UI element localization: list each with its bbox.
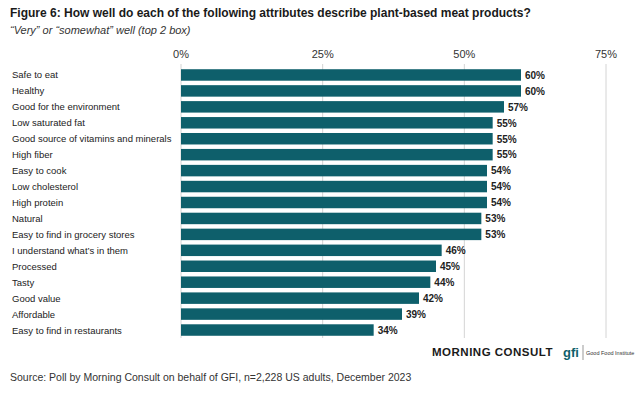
category-label: Easy to find in restaurants: [12, 325, 122, 336]
logo-text: gfi: [563, 345, 579, 360]
category-label: Low cholesterol: [12, 181, 78, 192]
data-label: 57%: [508, 102, 528, 113]
data-label: 55%: [497, 134, 517, 145]
data-label: 55%: [497, 118, 517, 129]
bars: [181, 69, 521, 336]
bar: [181, 213, 481, 224]
data-label: 54%: [491, 165, 511, 176]
data-label: 34%: [378, 325, 398, 336]
category-label: Safe to eat: [12, 69, 58, 80]
bar: [181, 149, 493, 160]
category-label: Processed: [12, 261, 57, 272]
category-label: Good value: [12, 293, 61, 304]
data-label: 42%: [423, 293, 443, 304]
data-label: 53%: [485, 229, 505, 240]
category-label: Good for the environment: [12, 101, 120, 112]
data-label: 60%: [525, 70, 545, 81]
title: Figure 6: How well do each of the follow…: [10, 6, 531, 20]
category-label: Affordable: [12, 309, 55, 320]
bar: [181, 181, 487, 192]
bar: [181, 117, 493, 128]
data-label: 46%: [446, 245, 466, 256]
category-label: High protein: [12, 197, 63, 208]
bar: [181, 165, 487, 176]
category-label: Low saturated fat: [12, 117, 85, 128]
category-label: Easy to find in grocery stores: [12, 229, 135, 240]
bar: [181, 197, 487, 208]
logo-divider: [583, 345, 584, 360]
logo-text: MORNING CONSULT: [432, 346, 553, 358]
category-label: Easy to cook: [12, 165, 67, 176]
bar: [181, 229, 481, 240]
data-label: 60%: [525, 86, 545, 97]
tick-label: 50%: [453, 48, 475, 60]
grid-line: [606, 64, 607, 338]
tick-label: 25%: [312, 48, 334, 60]
bar: [181, 324, 374, 335]
bar: [181, 69, 521, 80]
bar: [181, 101, 504, 112]
bar: [181, 245, 442, 256]
bar: [181, 261, 436, 272]
data-label: 39%: [406, 309, 426, 320]
logo-text: Good Food Institute: [586, 350, 634, 356]
category-label: Good source of vitamins and minerals: [12, 133, 172, 144]
bar: [181, 133, 493, 144]
bar: [181, 308, 402, 319]
data-label: 54%: [491, 197, 511, 208]
category-label: Natural: [12, 213, 43, 224]
data-label: 53%: [485, 213, 505, 224]
bar: [181, 85, 521, 96]
data-label: 54%: [491, 181, 511, 192]
category-label: High fiber: [12, 149, 53, 160]
category-label: Tasty: [12, 277, 34, 288]
tick-label: 0%: [173, 48, 189, 60]
subtitle: “Very” or “somewhat” well (top 2 box): [10, 24, 191, 36]
source-note: Source: Poll by Morning Consult on behal…: [10, 371, 411, 383]
category-label: I understand what’s in them: [12, 245, 128, 256]
data-label: 45%: [440, 261, 460, 272]
bar: [181, 292, 419, 303]
chart: Figure 6: How well do each of the follow…: [0, 0, 640, 393]
data-label: 44%: [434, 277, 454, 288]
data-label: 55%: [497, 149, 517, 160]
category-label: Healthy: [12, 85, 44, 96]
bar: [181, 276, 430, 287]
tick-label: 75%: [595, 48, 617, 60]
